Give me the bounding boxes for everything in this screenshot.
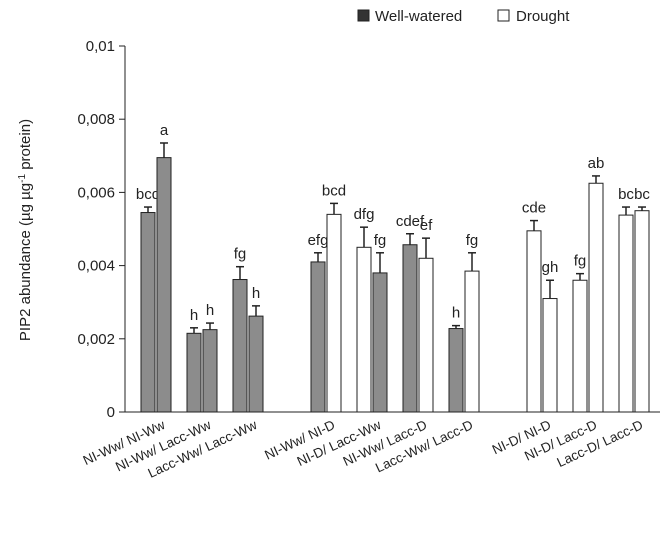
bar-drought bbox=[542, 298, 558, 413]
bar-drought bbox=[356, 246, 372, 413]
significance-label: cde bbox=[522, 200, 546, 217]
y-tick-label: 0 bbox=[107, 404, 115, 421]
bar-drought bbox=[418, 257, 434, 413]
legend-swatch-drought bbox=[497, 9, 510, 22]
significance-label: gh bbox=[542, 259, 559, 276]
y-tick-label: 0,002 bbox=[77, 331, 115, 348]
significance-label: bc bbox=[618, 186, 634, 203]
bar-well-watered bbox=[156, 157, 172, 413]
y-tick-label: 0,008 bbox=[77, 111, 115, 128]
significance-label: cdef bbox=[396, 213, 425, 230]
significance-label: fg bbox=[574, 253, 587, 270]
y-axis-title: PIP2 abundance (µg µg-1 protein) bbox=[17, 119, 35, 341]
significance-label: efg bbox=[308, 232, 329, 249]
legend: Well-watered Drought bbox=[357, 8, 570, 25]
y-tick-label: 0,004 bbox=[77, 258, 115, 275]
significance-label: bcd bbox=[322, 182, 346, 199]
significance-label: dfg bbox=[354, 206, 375, 223]
significance-label: bcd bbox=[136, 186, 160, 203]
bar-well-watered bbox=[372, 272, 388, 413]
bar-well-watered bbox=[186, 332, 202, 413]
bar-drought bbox=[464, 270, 480, 413]
significance-label: ef bbox=[420, 217, 433, 234]
bar-well-watered bbox=[140, 212, 156, 413]
bar-well-watered bbox=[448, 328, 464, 413]
y-tick-label: 0,006 bbox=[77, 184, 115, 201]
bar-drought bbox=[634, 210, 650, 413]
significance-label: h bbox=[252, 285, 260, 302]
significance-label: bc bbox=[634, 186, 650, 203]
legend-label-drought: Drought bbox=[516, 8, 570, 25]
legend-swatch-well-watered bbox=[357, 9, 370, 22]
bar-drought bbox=[588, 182, 604, 413]
significance-label: ab bbox=[588, 155, 605, 172]
bar-well-watered bbox=[402, 244, 418, 413]
axes bbox=[124, 46, 660, 413]
bar-drought bbox=[618, 214, 634, 413]
bar-well-watered bbox=[310, 261, 326, 413]
significance-label: h bbox=[190, 307, 198, 324]
significance-label: h bbox=[452, 305, 460, 322]
significance-label: fg bbox=[374, 232, 387, 249]
bar-well-watered bbox=[232, 279, 248, 413]
y-axis-ticks: 0 0,002 0,004 0,006 0,008 0,01 bbox=[77, 38, 125, 421]
y-tick-label: 0,01 bbox=[86, 38, 115, 55]
legend-label-well-watered: Well-watered bbox=[375, 8, 462, 25]
significance-label: fg bbox=[466, 232, 479, 249]
bar-drought bbox=[526, 230, 542, 413]
bar-drought bbox=[572, 279, 588, 413]
significance-label: fg bbox=[234, 246, 247, 263]
bar-well-watered bbox=[202, 329, 218, 413]
bar-drought bbox=[326, 213, 342, 413]
significance-label: h bbox=[206, 302, 214, 319]
significance-label: a bbox=[160, 122, 169, 139]
bar-well-watered bbox=[248, 315, 264, 413]
